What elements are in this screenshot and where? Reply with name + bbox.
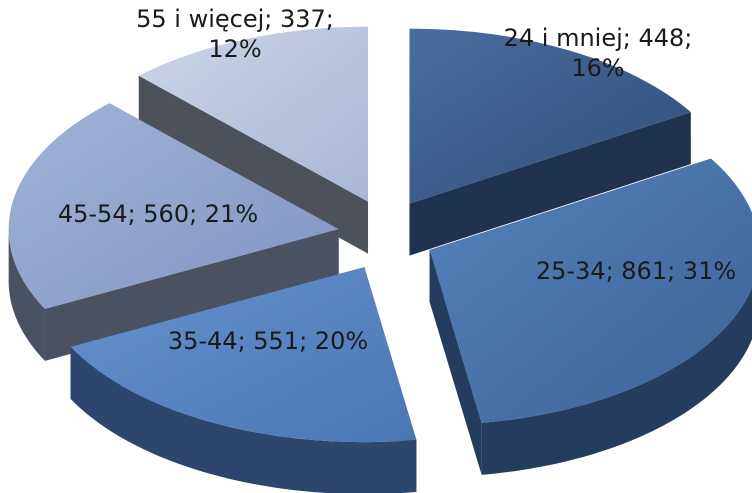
slice-side-wall [44,229,339,361]
slice-side-wall [409,112,691,256]
slice-outer-wall [481,287,752,475]
slice-label-line: 25-34; 861; 31% [536,257,736,285]
slice-side-wall [138,75,369,254]
slice-label-line: 24 i mniej; 448; [504,24,693,52]
slice-label: 35-44; 551; 20% [168,327,368,355]
slice-label-line: 45-54; 560; 21% [58,200,258,228]
pie-slice-24-i-mniej [409,28,691,256]
slice-top-face [70,267,417,443]
slice-top-face [409,28,691,204]
pie-slice-45-54 [8,103,339,361]
slice-label: 24 i mniej; 448; 16% [504,24,693,82]
slice-label: 55 i więcej; 337; 12% [136,5,334,63]
slice-outer-wall [8,230,45,361]
pie-slice-55-i-więcej [138,26,369,254]
slice-label-line: 55 i więcej; 337; [136,5,334,33]
pie-slice-35-44 [70,267,417,493]
slice-top-face [429,158,752,423]
pie-slice-25-34 [429,158,752,475]
slice-label-line: 16% [571,54,624,82]
slice-label: 45-54; 560; 21% [58,200,258,228]
slice-side-wall [429,250,482,475]
slice-label-line: 35-44; 551; 20% [168,327,368,355]
slice-outer-wall [70,346,417,493]
slice-top-face [138,26,369,202]
slice-label-line: 12% [208,35,261,63]
slice-top-face [8,103,339,309]
slice-label: 25-34; 861; 31% [536,257,736,285]
